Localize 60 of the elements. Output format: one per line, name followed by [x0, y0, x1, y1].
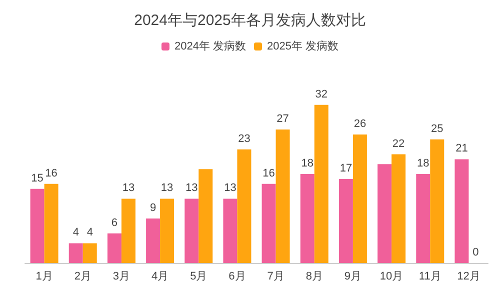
data-label: 25 [431, 122, 444, 135]
bar [146, 218, 160, 263]
x-tick-label: 7月 [267, 270, 284, 282]
data-label: 18 [417, 158, 430, 170]
data-label: 27 [276, 113, 289, 126]
bar [454, 159, 469, 263]
data-label: 9 [150, 202, 156, 214]
x-tick-label: 11月 [418, 270, 442, 282]
x-tick-label: 3月 [112, 270, 130, 282]
chart-title: 2024年与2025年各月发病人数对比 [134, 12, 366, 29]
bar [160, 198, 174, 263]
data-label: 22 [392, 138, 405, 150]
bar [392, 154, 406, 263]
data-label: 23 [238, 132, 250, 145]
data-label: 13 [186, 182, 198, 194]
x-tick-label: 9月 [344, 270, 362, 282]
data-label: 16 [45, 167, 58, 180]
data-label: 16 [262, 167, 275, 180]
bar [430, 139, 444, 263]
bar [44, 184, 58, 263]
bar [237, 149, 252, 263]
bar [82, 243, 97, 263]
x-tick-label: 8月 [306, 270, 323, 282]
bar [416, 174, 430, 263]
legend-label: 2024年 发病数 [174, 40, 246, 52]
x-tick-label: 2月 [74, 270, 92, 282]
data-label: 4 [72, 226, 79, 239]
bar [121, 198, 136, 263]
bar [30, 188, 44, 263]
bar [223, 198, 238, 263]
bar [314, 104, 328, 263]
data-label: 4 [86, 226, 93, 239]
bar [107, 233, 122, 263]
data-label: 13 [224, 182, 236, 194]
x-tick-label: 12月 [457, 270, 480, 282]
bar [68, 243, 83, 263]
bar [300, 174, 314, 263]
legend-label: 2025年 发病数 [267, 40, 339, 52]
x-tick-label: 10月 [380, 270, 404, 282]
bar [352, 134, 367, 263]
data-label: 32 [315, 88, 328, 100]
data-label: 26 [354, 118, 366, 130]
data-label: 15 [31, 172, 44, 184]
bar [338, 178, 353, 263]
bar [262, 184, 276, 263]
data-label: 21 [456, 142, 468, 155]
x-tick-label: 6月 [228, 270, 246, 282]
data-label: 13 [122, 182, 135, 194]
data-label: 18 [301, 158, 314, 170]
bar [198, 169, 213, 263]
bar [378, 164, 392, 263]
data-label: 6 [111, 216, 118, 229]
bar [184, 198, 199, 263]
data-label: 17 [340, 162, 352, 174]
data-label: 0 [472, 246, 479, 258]
bar [276, 130, 290, 263]
x-tick-label: 1月 [36, 270, 53, 282]
x-tick-label: 5月 [190, 270, 208, 282]
data-label: 13 [160, 182, 174, 194]
x-tick-label: 4月 [151, 270, 169, 282]
